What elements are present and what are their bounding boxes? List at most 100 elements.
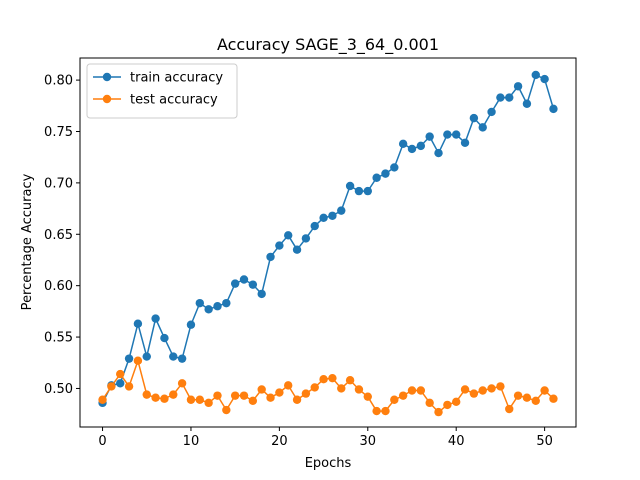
train-accuracy-point <box>363 186 372 196</box>
train-accuracy-point <box>124 354 134 363</box>
train-accuracy-point <box>460 138 470 147</box>
test-accuracy-point <box>522 393 532 402</box>
test-accuracy-point <box>531 396 540 405</box>
x-tick-label: 20 <box>271 434 288 449</box>
test-accuracy-point <box>328 373 337 383</box>
test-accuracy-point <box>239 391 249 400</box>
test-accuracy-point <box>124 382 134 391</box>
test-accuracy-point <box>151 393 160 402</box>
test-accuracy-point <box>160 394 169 403</box>
test-accuracy-point <box>213 391 222 400</box>
train-accuracy-point <box>284 231 293 240</box>
test-accuracy-point <box>248 396 258 405</box>
train-accuracy-point <box>266 252 275 262</box>
train-accuracy-point <box>540 74 549 84</box>
train-accuracy-point <box>301 234 311 243</box>
test-accuracy-point <box>487 384 496 393</box>
test-accuracy-point <box>177 379 187 388</box>
train-accuracy-point <box>390 163 399 172</box>
y-axis: 0.50 0.55 0.60 0.65 0.70 0.75 0.80 <box>44 74 80 397</box>
train-accuracy-point <box>434 148 443 158</box>
test-accuracy-point <box>257 385 266 394</box>
test-accuracy-point <box>513 391 523 400</box>
test-accuracy-point <box>186 395 196 404</box>
train-accuracy-point <box>478 123 487 132</box>
test-accuracy-point <box>292 395 302 404</box>
test-accuracy-point <box>337 384 346 393</box>
y-tick-label: 0.50 <box>44 382 73 397</box>
legend-marker-train-accuracy <box>102 72 112 82</box>
train-accuracy-line <box>101 74 555 404</box>
test-accuracy-point <box>98 395 107 404</box>
train-accuracy-point <box>513 82 523 91</box>
train-accuracy-point <box>222 298 231 308</box>
train-accuracy-point <box>496 93 505 102</box>
train-accuracy-point <box>337 206 346 215</box>
test-accuracy-point <box>540 386 549 395</box>
train-accuracy-point <box>213 302 222 311</box>
test-accuracy-point <box>505 404 514 414</box>
train-accuracy-point <box>248 280 258 289</box>
test-accuracy-point <box>425 398 434 408</box>
x-tick-label: 30 <box>360 434 377 449</box>
test-accuracy-point <box>133 356 143 365</box>
train-accuracy-point <box>416 141 426 151</box>
train-accuracy-point <box>354 186 364 196</box>
train-accuracy-point <box>292 245 302 254</box>
legend: train accuracy test accuracy <box>86 63 238 119</box>
test-accuracy-point <box>275 388 284 397</box>
series-layer <box>98 70 558 417</box>
test-accuracy-point <box>222 405 231 415</box>
test-accuracy-point <box>381 406 390 416</box>
legend-label-train-accuracy: train accuracy <box>130 71 223 86</box>
y-tick-label: 0.80 <box>44 74 73 89</box>
x-tick-label: 10 <box>183 434 200 449</box>
chart-title: Accuracy SAGE_3_64_0.001 <box>217 35 439 55</box>
test-accuracy-point <box>195 395 205 404</box>
train-accuracy-point <box>275 241 284 250</box>
test-accuracy-point <box>407 386 417 395</box>
train-accuracy-point <box>469 113 479 123</box>
x-tick-label: 50 <box>536 434 553 449</box>
test-accuracy-point <box>116 369 125 379</box>
test-accuracy-point <box>230 391 240 400</box>
x-tick-label: 40 <box>448 434 465 449</box>
train-accuracy-point <box>345 181 355 191</box>
test-accuracy-point <box>266 393 275 402</box>
train-accuracy-point <box>230 279 240 288</box>
train-accuracy-point <box>319 213 328 223</box>
train-accuracy-point <box>443 130 452 139</box>
test-accuracy-point <box>496 382 505 391</box>
test-accuracy-point <box>434 407 443 417</box>
test-accuracy-point <box>478 386 487 395</box>
train-accuracy-point <box>425 132 434 141</box>
test-accuracy-point <box>204 398 213 408</box>
train-accuracy-point <box>487 107 496 117</box>
train-accuracy-point <box>186 320 196 329</box>
test-accuracy-line <box>101 359 554 413</box>
train-accuracy-point <box>257 289 266 299</box>
test-accuracy-point <box>169 390 178 399</box>
train-accuracy-point <box>310 221 319 231</box>
train-accuracy-point <box>151 314 160 323</box>
test-accuracy-point <box>372 406 381 416</box>
y-axis-label: Percentage Accuracy <box>20 173 35 310</box>
train-accuracy-point <box>531 70 540 80</box>
y-tick-label: 0.70 <box>44 176 73 191</box>
test-accuracy-point <box>345 376 355 385</box>
train-accuracy-point <box>169 352 178 361</box>
train-accuracy-point <box>381 169 390 178</box>
train-accuracy-point <box>177 354 187 363</box>
train-accuracy-point <box>505 93 514 102</box>
train-accuracy-point <box>549 104 558 114</box>
test-accuracy-point <box>416 386 426 395</box>
x-axis: 0 10 20 30 40 50 <box>98 427 553 449</box>
test-accuracy-point <box>443 400 452 410</box>
test-accuracy-point <box>301 389 311 398</box>
test-accuracy-point <box>469 389 479 398</box>
train-accuracy-point <box>195 298 205 308</box>
train-accuracy-point <box>451 130 461 139</box>
test-accuracy-point <box>549 394 558 403</box>
train-accuracy-point <box>116 379 125 388</box>
